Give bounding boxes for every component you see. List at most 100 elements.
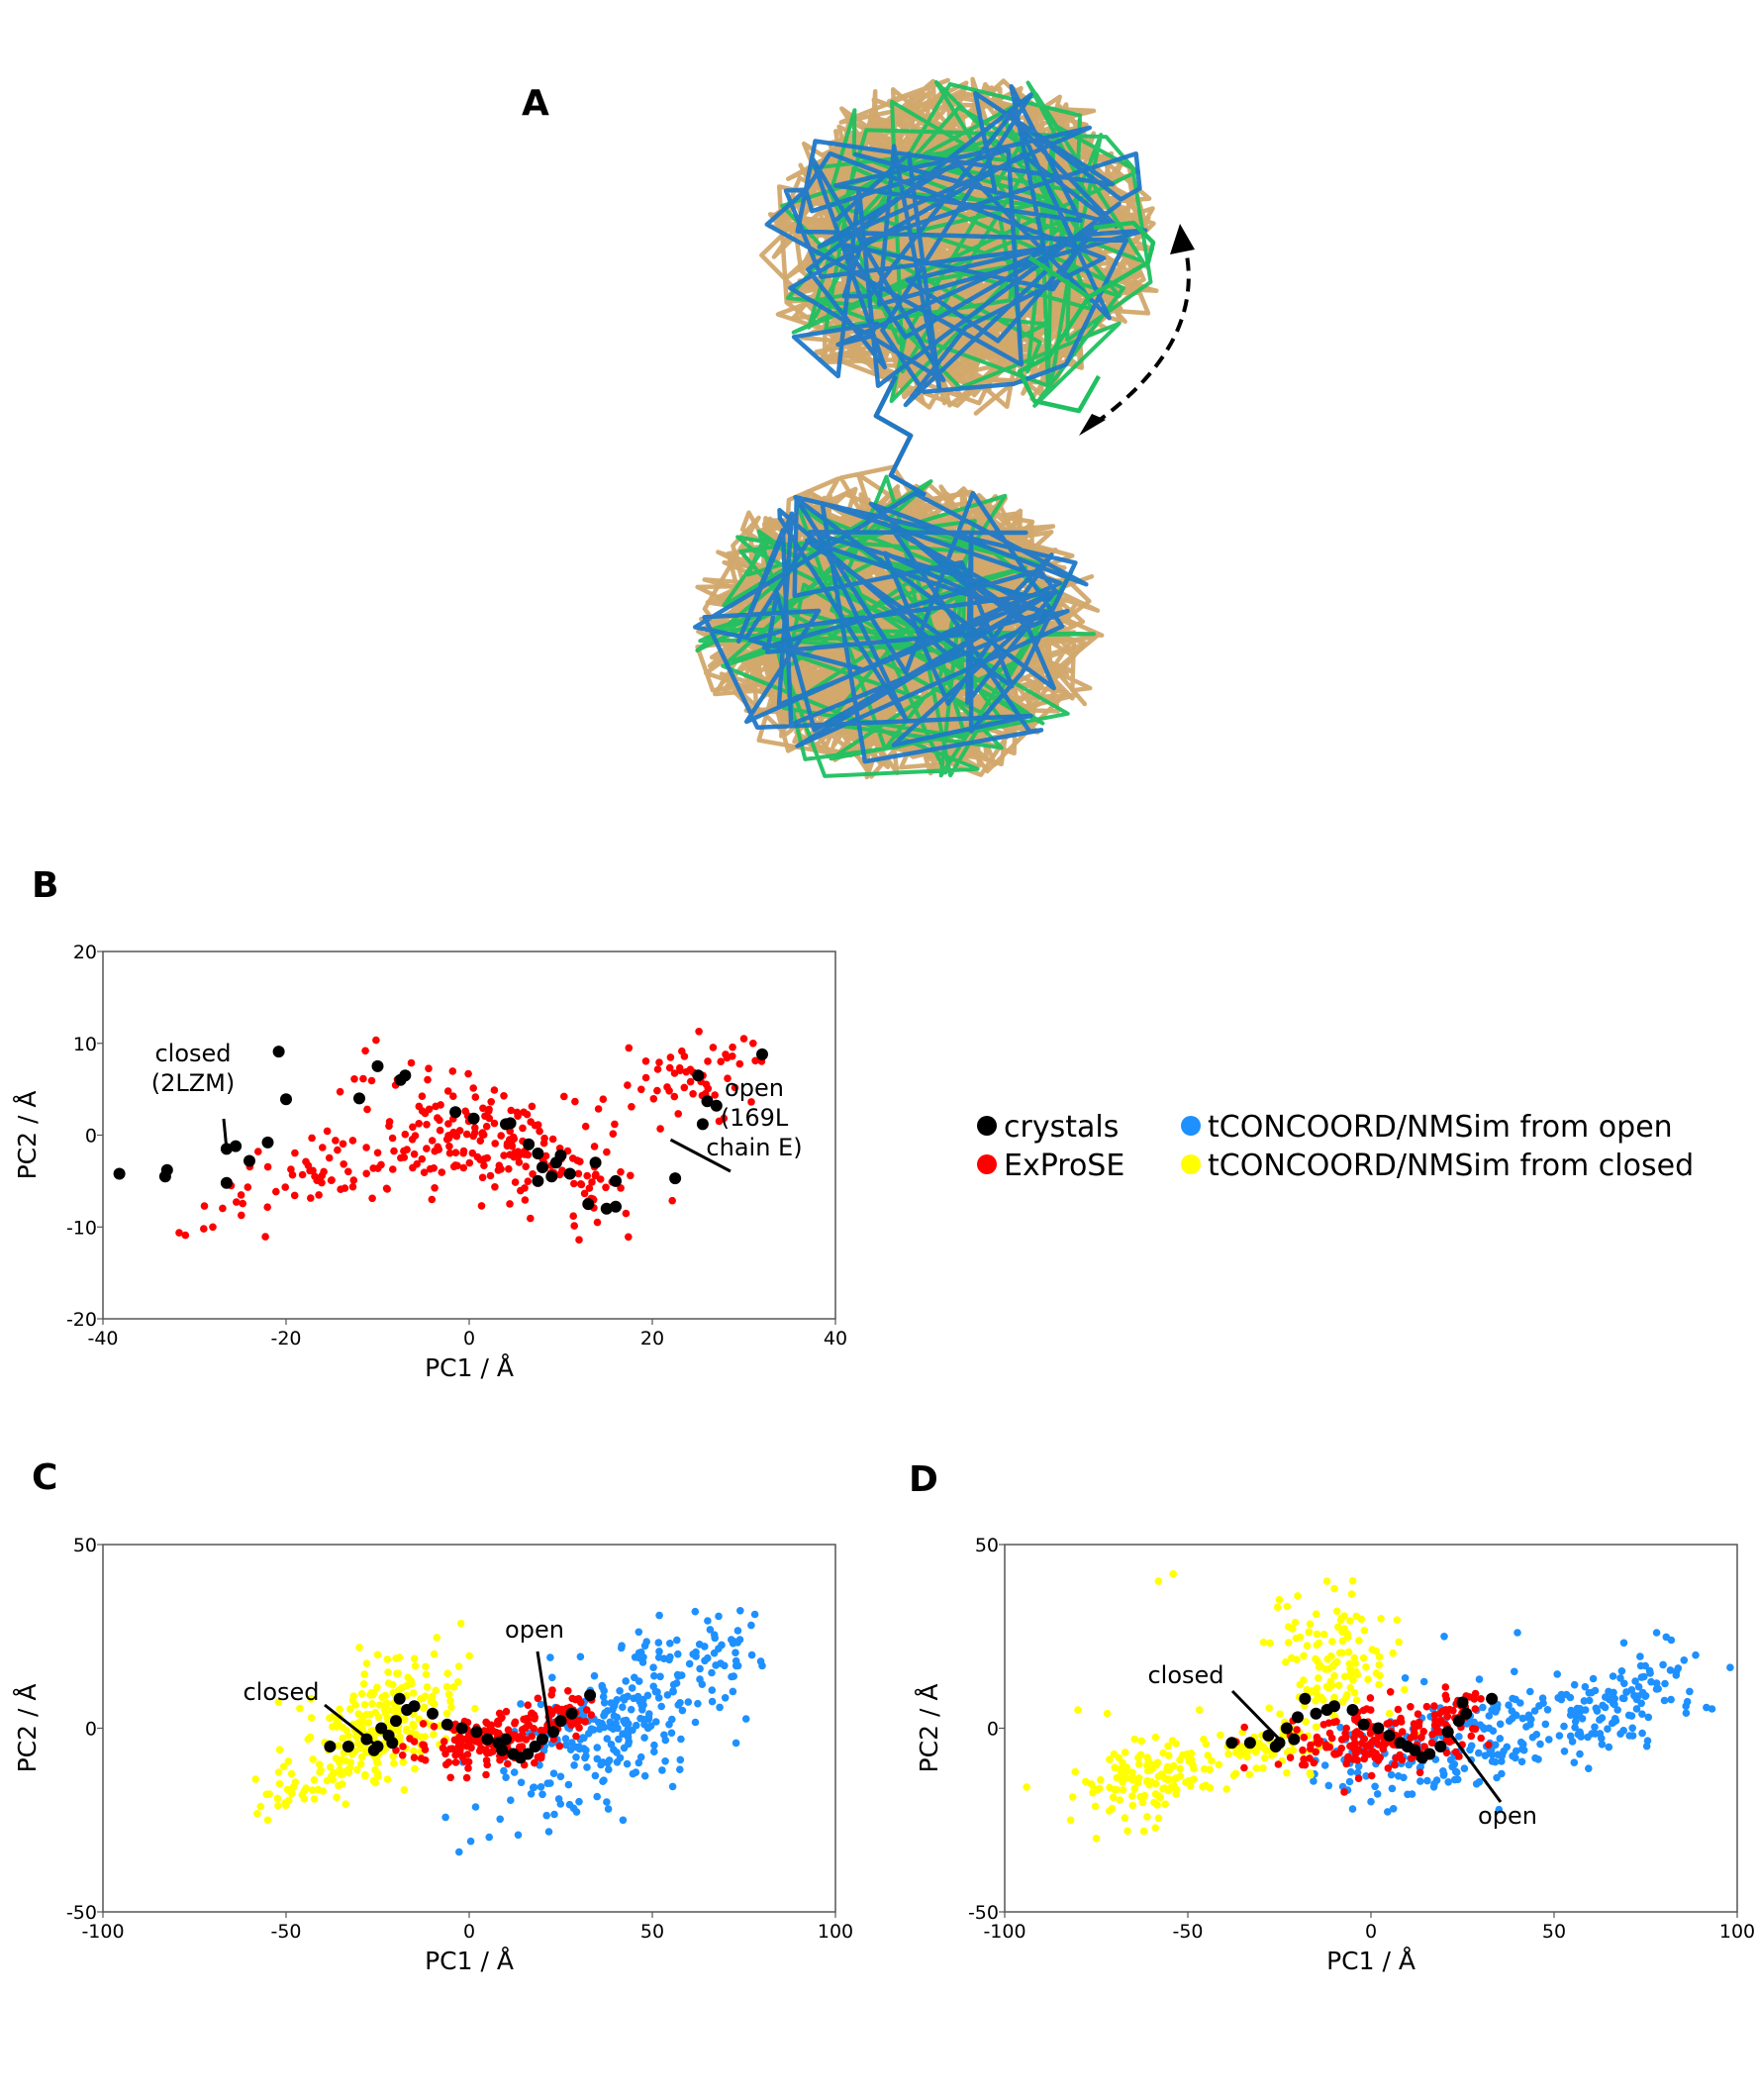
- ensemble-point: [1283, 1602, 1292, 1611]
- ensemble-point: [1652, 1679, 1661, 1687]
- ensemble-point: [462, 1742, 471, 1750]
- ensemble-point: [1199, 1782, 1207, 1791]
- crystal-point: [500, 1733, 512, 1746]
- ensemble-point: [537, 1700, 545, 1709]
- ensemble-point: [389, 1751, 398, 1760]
- ensemble-point: [410, 1654, 419, 1663]
- ensemble-point: [1637, 1699, 1645, 1708]
- ensemble-point: [485, 1833, 494, 1842]
- ensemble-point: [366, 1711, 374, 1719]
- ensemble-point: [392, 1654, 400, 1662]
- ensemble-point: [509, 1133, 518, 1142]
- ensemble-point: [507, 1796, 515, 1804]
- ensemble-point: [256, 1802, 265, 1811]
- ensemble-point: [1570, 1680, 1579, 1689]
- ensemble-point: [572, 1732, 580, 1741]
- ensemble-point: [650, 1748, 658, 1755]
- crystal-point: [584, 1689, 597, 1702]
- legend-item-crystals: crystals: [977, 1110, 1119, 1145]
- ensemble-point: [372, 1036, 380, 1045]
- ensemble-point: [1324, 1781, 1333, 1790]
- ensemble-point: [1441, 1691, 1450, 1700]
- annotation-text: open: [725, 1074, 784, 1102]
- annotation-leader-line: [536, 1650, 551, 1733]
- ensemble-point: [479, 1104, 487, 1113]
- ensemble-point: [1555, 1732, 1564, 1740]
- ensemble-point: [1578, 1715, 1587, 1723]
- ensemble-point: [368, 1194, 376, 1203]
- panel-label-b: B: [32, 865, 58, 906]
- ensemble-point: [367, 1076, 376, 1085]
- ensemble-point: [1338, 1637, 1347, 1646]
- ensemble-point: [680, 1083, 689, 1092]
- ensemble-point: [433, 1634, 441, 1642]
- crystal-point: [1372, 1722, 1385, 1735]
- ensemble-point: [1274, 1760, 1283, 1768]
- ensemble-point: [406, 1735, 414, 1743]
- ensemble-point: [1161, 1774, 1170, 1783]
- ensemble-point: [668, 1715, 676, 1724]
- ensemble-point: [422, 1670, 431, 1678]
- ensemble-point: [628, 1684, 636, 1692]
- ensemble-point: [1360, 1735, 1369, 1744]
- ensemble-point: [1493, 1773, 1501, 1782]
- x-tick-label: 0: [463, 1921, 475, 1943]
- ensemble-point: [307, 1194, 315, 1202]
- ensemble-point: [482, 1122, 491, 1131]
- ensemble-point: [1315, 1639, 1323, 1648]
- ensemble-point: [368, 1700, 376, 1708]
- crystal-point: [324, 1741, 337, 1752]
- ensemble-point: [627, 1705, 635, 1714]
- ensemble-point: [1350, 1734, 1358, 1743]
- ensemble-point: [750, 1610, 759, 1619]
- ensemble-point: [1638, 1710, 1646, 1718]
- ensemble-point: [711, 1091, 719, 1099]
- ensemble-point: [625, 1233, 633, 1242]
- ensemble-point: [400, 1715, 409, 1723]
- ensemble-point: [423, 1683, 432, 1691]
- ensemble-point: [600, 1699, 609, 1707]
- ensemble-point: [1631, 1677, 1639, 1685]
- ensemble-point: [640, 1642, 649, 1650]
- ensemble-point: [1113, 1785, 1121, 1794]
- ensemble-point: [715, 1612, 723, 1621]
- ensemble-point: [1366, 1730, 1375, 1738]
- ensemble-point: [1282, 1657, 1290, 1666]
- ensemble-point: [1627, 1712, 1636, 1720]
- ensemble-point: [1455, 1733, 1463, 1741]
- ensemble-point: [527, 1214, 535, 1223]
- ensemble-point: [585, 1730, 593, 1738]
- ensemble-point: [1291, 1618, 1300, 1627]
- ensemble-point: [613, 1713, 622, 1722]
- ensemble-point: [634, 1692, 642, 1701]
- ensemble-point: [1164, 1742, 1172, 1750]
- ensemble-point: [1312, 1610, 1320, 1618]
- ensemble-point: [1609, 1672, 1617, 1680]
- ensemble-point: [735, 1059, 744, 1068]
- ensemble-point: [1276, 1710, 1284, 1718]
- ensemble-point: [549, 1769, 558, 1777]
- ensemble-point: [1346, 1669, 1355, 1678]
- ensemble-point: [1313, 1630, 1321, 1639]
- ensemble-point: [1159, 1749, 1167, 1757]
- ensemble-point: [1273, 1603, 1282, 1611]
- ensemble-point: [1377, 1615, 1385, 1623]
- ensemble-point: [732, 1739, 740, 1748]
- ensemble-point: [1337, 1614, 1346, 1622]
- ensemble-point: [287, 1165, 295, 1173]
- ensemble-point: [477, 1202, 486, 1210]
- ensemble-point: [639, 1653, 647, 1661]
- ensemble-point: [1414, 1722, 1421, 1730]
- ensemble-point: [590, 1671, 599, 1680]
- ensemble-point: [432, 1102, 439, 1111]
- ensemble-point: [556, 1772, 565, 1781]
- ensemble-point: [1360, 1627, 1369, 1635]
- ensemble-point: [1324, 1683, 1333, 1692]
- ensemble-point: [603, 1735, 612, 1743]
- ensemble-point: [1440, 1633, 1448, 1641]
- ensemble-point: [279, 1762, 288, 1771]
- ensemble-point: [678, 1706, 687, 1715]
- crystal-point: [554, 1149, 567, 1161]
- ensemble-point: [359, 1074, 367, 1083]
- ensemble-point: [1588, 1730, 1596, 1738]
